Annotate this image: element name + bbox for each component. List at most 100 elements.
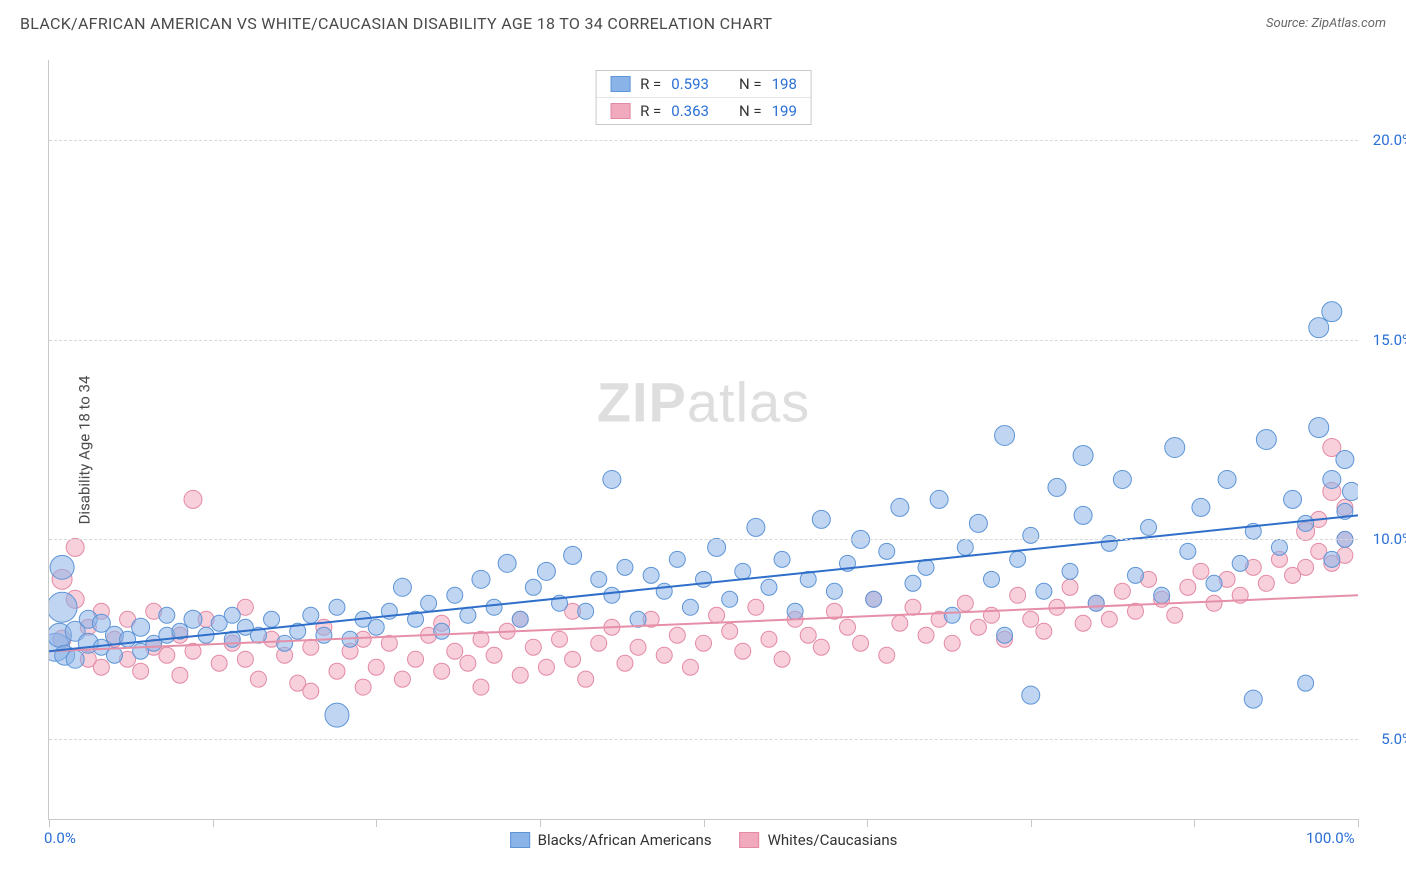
scatter-point [66, 538, 84, 556]
scatter-point [159, 647, 175, 663]
legend-label-series2: Whites/Caucasians [768, 831, 898, 849]
scatter-point [460, 655, 476, 671]
scatter-point [486, 599, 502, 615]
scatter-point [368, 619, 384, 635]
scatter-point [696, 635, 712, 651]
n-label-2: N = [739, 102, 762, 120]
scatter-point [50, 555, 74, 579]
scatter-point [538, 659, 554, 675]
x-tick [376, 819, 377, 827]
x-tick [1031, 819, 1032, 827]
scatter-point [1023, 611, 1039, 627]
y-tick-label: 10.0% [1373, 530, 1406, 548]
scatter-point [1101, 611, 1117, 627]
gridline-h [49, 539, 1358, 540]
scatter-point [957, 539, 973, 555]
scatter-point [1298, 675, 1314, 691]
scatter-point [1101, 535, 1117, 551]
scatter-point [1180, 543, 1196, 559]
scatter-point [49, 592, 77, 622]
scatter-point [761, 631, 777, 647]
scatter-point [250, 671, 266, 687]
scatter-point [408, 651, 424, 667]
scatter-point [224, 607, 240, 623]
scatter-point [329, 663, 345, 679]
scatter-point [447, 587, 463, 603]
source-credit: Source: ZipAtlas.com [1266, 16, 1386, 31]
scatter-point [237, 651, 253, 667]
scatter-point [66, 650, 84, 668]
scatter-point [774, 551, 790, 567]
scatter-point [1342, 482, 1358, 500]
stat-row-series1: R = 0.593 N = 198 [596, 71, 811, 97]
scatter-point [93, 659, 109, 675]
correlation-stats-box: R = 0.593 N = 198 R = 0.363 N = 199 [595, 70, 812, 125]
scatter-point [944, 635, 960, 651]
scatter-point [617, 655, 633, 671]
scatter-point [1113, 470, 1131, 488]
scatter-point [812, 510, 830, 528]
scatter-point [184, 490, 202, 508]
scatter-point [1127, 567, 1143, 583]
scatter-point [748, 599, 764, 615]
scatter-point [421, 595, 437, 611]
scatter-point [1036, 623, 1052, 639]
y-tick-label: 15.0% [1373, 331, 1406, 349]
scatter-point [1192, 498, 1210, 516]
scatter-point [1114, 583, 1130, 599]
scatter-point [325, 703, 349, 727]
scatter-point [1193, 563, 1209, 579]
scatter-point [708, 538, 726, 556]
n-value-2: 199 [772, 102, 797, 120]
scatter-point [552, 631, 568, 647]
scatter-point [472, 570, 490, 588]
scatter-point [1298, 515, 1314, 531]
scatter-point [617, 559, 633, 575]
scatter-point [1073, 445, 1093, 465]
scatter-point [722, 591, 738, 607]
scatter-point [1206, 575, 1222, 591]
scatter-point [643, 567, 659, 583]
scatter-point [303, 639, 319, 655]
r-label-2: R = [640, 102, 661, 120]
scatter-point [813, 639, 829, 655]
scatter-point [957, 595, 973, 611]
scatter-point [1324, 551, 1340, 567]
scatter-point [735, 563, 751, 579]
scatter-point [1075, 615, 1091, 631]
scatter-point [1010, 587, 1026, 603]
scatter-point [1154, 587, 1170, 603]
scatter-point [184, 610, 202, 628]
scatter-point [1284, 490, 1302, 508]
scatter-point [1167, 607, 1183, 623]
scatter-point [512, 667, 528, 683]
chart-container: Disability Age 18 to 34 ZIPatlas R = 0.5… [0, 50, 1406, 850]
scatter-point [656, 647, 672, 663]
scatter-point [969, 514, 987, 532]
scatter-point [591, 571, 607, 587]
y-tick-label: 20.0% [1373, 131, 1406, 149]
scatter-point [1218, 470, 1236, 488]
scatter-point [1036, 583, 1052, 599]
scatter-point [853, 635, 869, 651]
scatter-point [591, 635, 607, 651]
scatter-point [682, 659, 698, 675]
scatter-point [1244, 690, 1262, 708]
scatter-point [211, 655, 227, 671]
scatter-point [839, 619, 855, 635]
r-value-1: 0.593 [671, 75, 709, 93]
scatter-point [1206, 595, 1222, 611]
scatter-point [564, 546, 582, 564]
legend-item-series2: Whites/Caucasians [740, 831, 898, 849]
scatter-point [1323, 470, 1341, 488]
scatter-point [997, 627, 1013, 643]
n-label-1: N = [739, 75, 762, 93]
scatter-point [879, 647, 895, 663]
swatch-series2 [610, 103, 630, 119]
scatter-point [1062, 579, 1078, 595]
trendline [49, 515, 1358, 651]
r-value-2: 0.363 [671, 102, 709, 120]
gridline-h [49, 140, 1358, 141]
scatter-point [761, 579, 777, 595]
scatter-point [1023, 527, 1039, 543]
